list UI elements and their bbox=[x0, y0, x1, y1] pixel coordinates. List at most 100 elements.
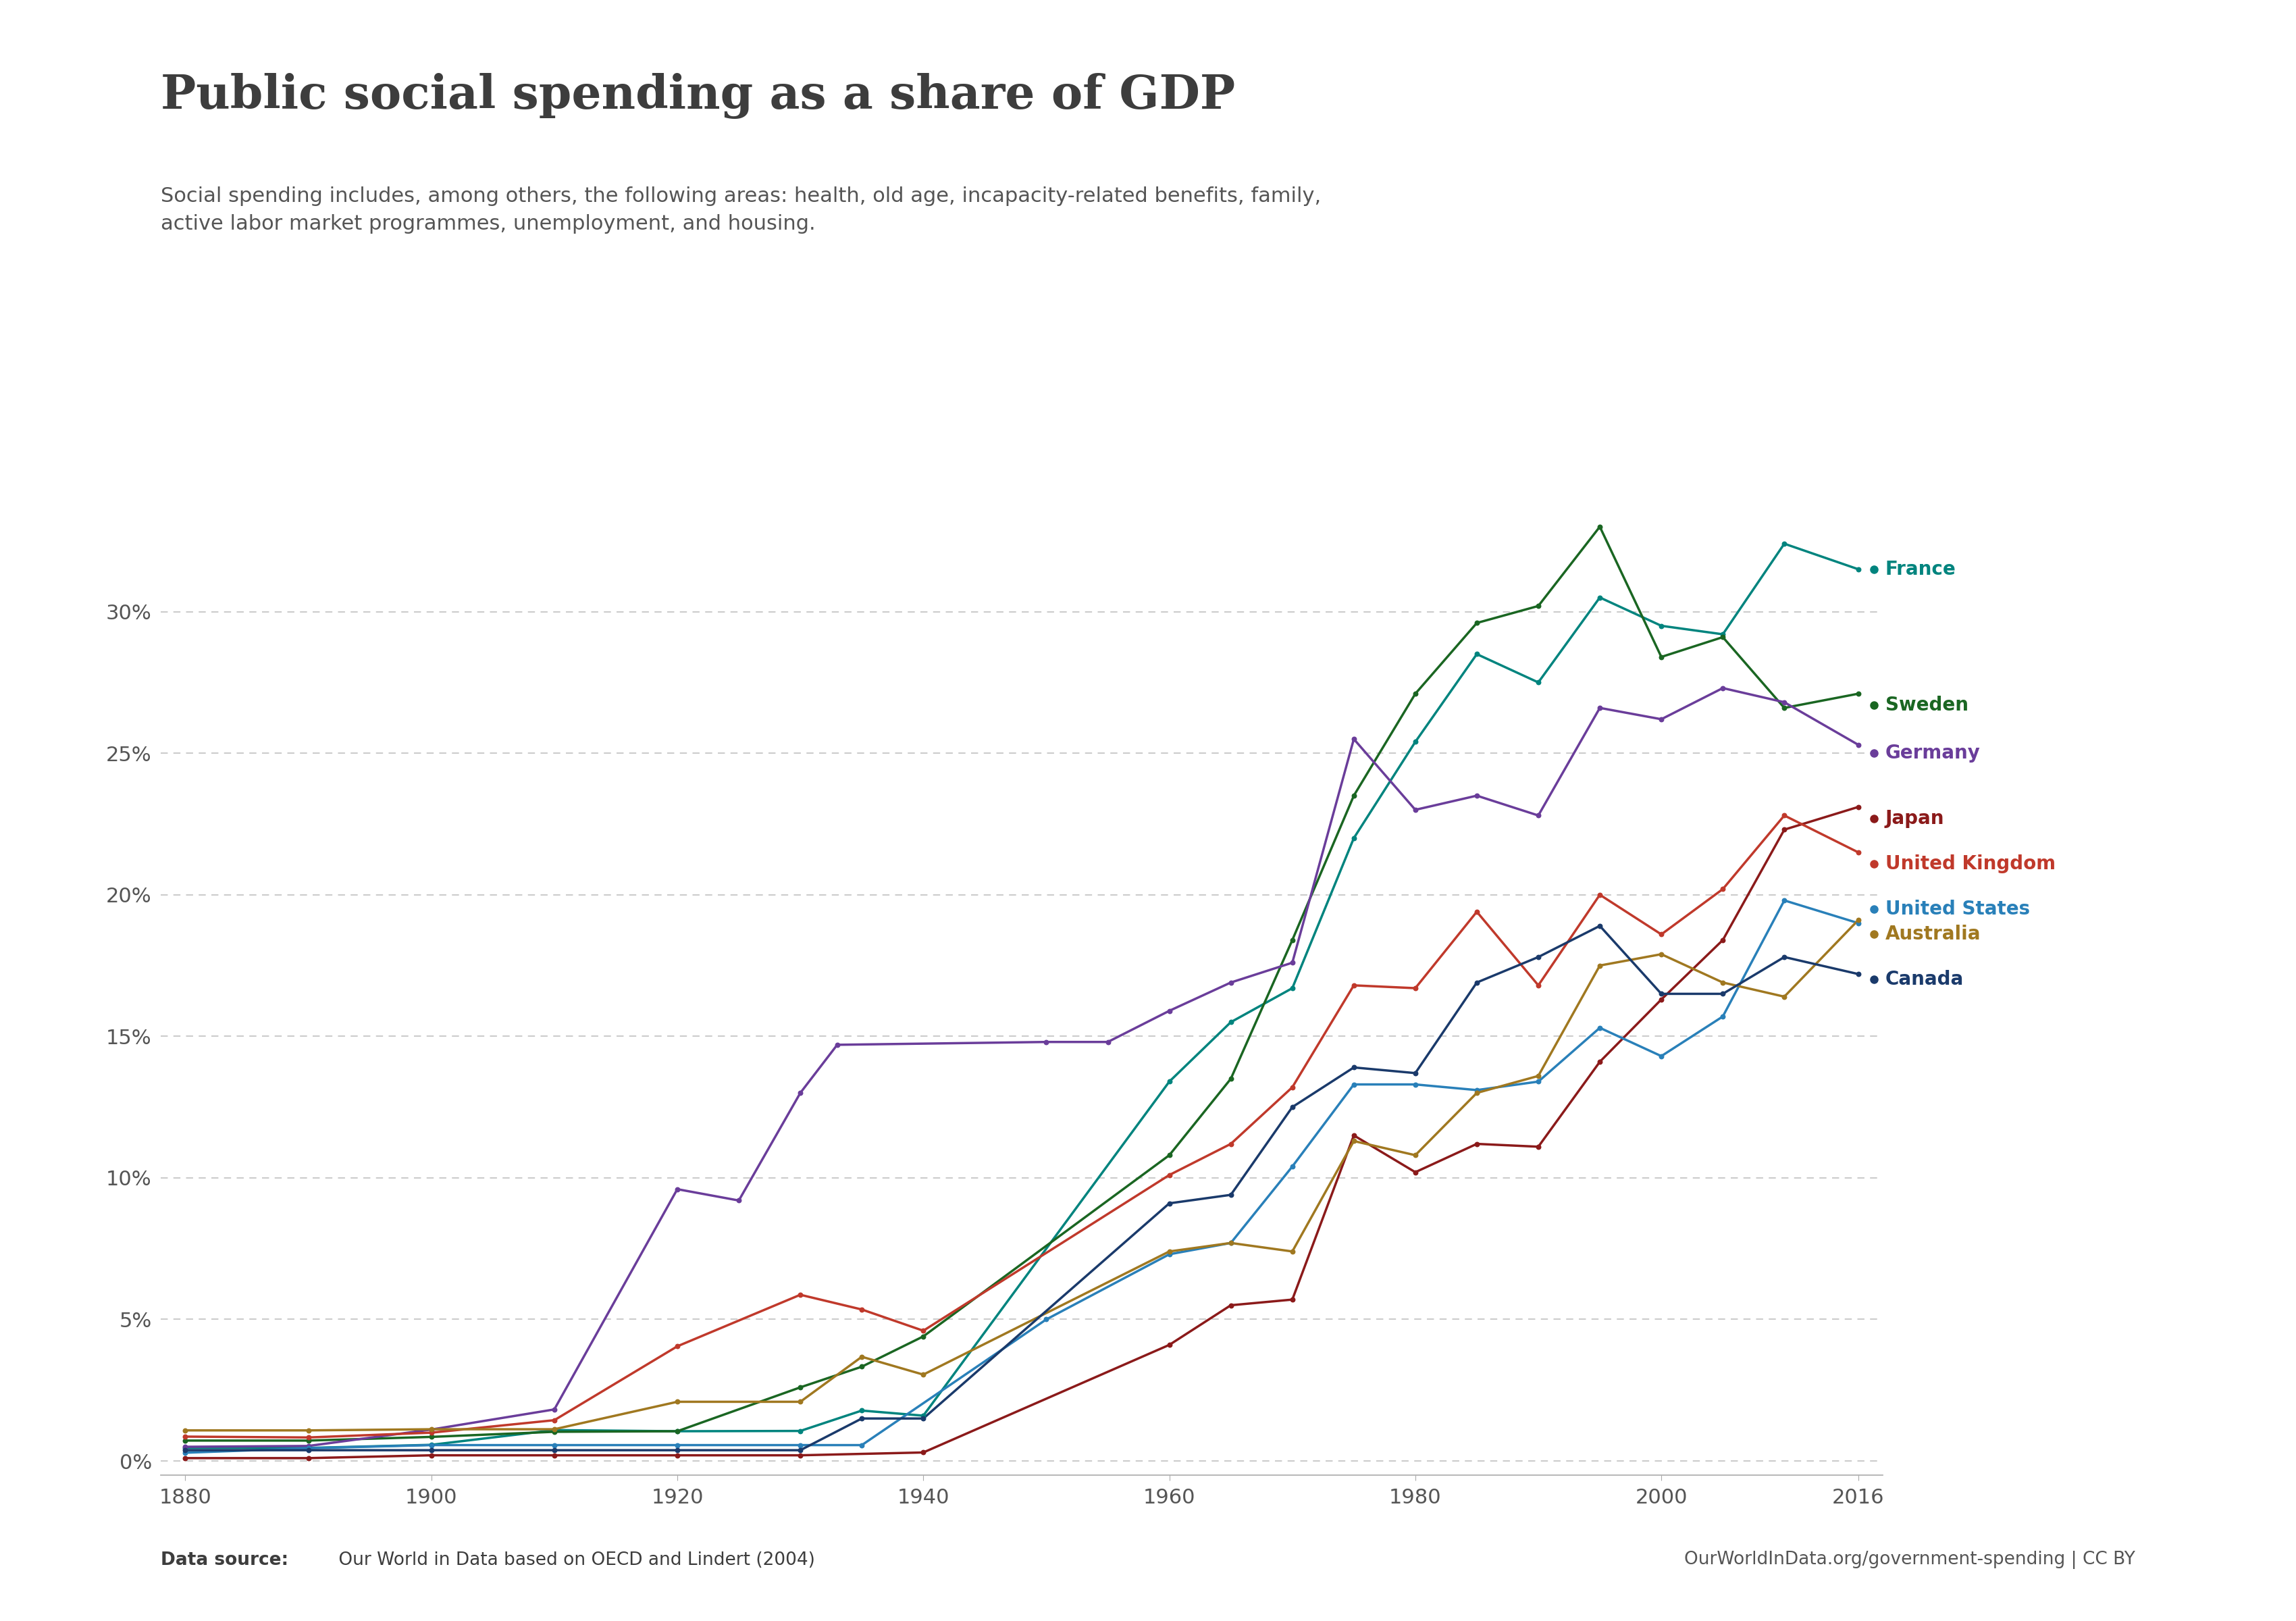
Point bbox=[1458, 1131, 1495, 1157]
Point bbox=[1839, 794, 1876, 820]
Point bbox=[1212, 1292, 1249, 1318]
Point bbox=[1274, 950, 1311, 976]
Point bbox=[1704, 624, 1740, 650]
Point bbox=[1704, 1003, 1740, 1029]
Point bbox=[1396, 1143, 1433, 1169]
Point bbox=[1766, 817, 1802, 843]
Point bbox=[1704, 981, 1740, 1007]
Point bbox=[1582, 913, 1619, 939]
Point bbox=[783, 1431, 820, 1457]
Point bbox=[1582, 1015, 1619, 1041]
Text: Social spending includes, among others, the following areas: health, old age, in: Social spending includes, among others, … bbox=[161, 186, 1320, 233]
Text: Japan: Japan bbox=[1885, 809, 1945, 828]
Point bbox=[843, 1431, 879, 1457]
Point bbox=[1274, 1287, 1311, 1313]
Point bbox=[820, 1033, 856, 1059]
Point bbox=[168, 1428, 204, 1454]
Text: Public social spending as a share of GDP: Public social spending as a share of GDP bbox=[161, 73, 1235, 118]
Point bbox=[289, 1435, 326, 1461]
Point bbox=[1644, 921, 1681, 947]
Point bbox=[1520, 593, 1557, 619]
Point bbox=[1212, 1010, 1249, 1036]
Point bbox=[1520, 1133, 1557, 1159]
Point bbox=[289, 1433, 326, 1459]
Point bbox=[1150, 1238, 1187, 1264]
Point bbox=[1766, 887, 1802, 913]
Point bbox=[1839, 908, 1876, 934]
Point bbox=[783, 1282, 820, 1308]
Point bbox=[289, 1446, 326, 1472]
Point bbox=[413, 1417, 450, 1443]
Point bbox=[1582, 882, 1619, 908]
Point bbox=[1150, 1143, 1187, 1169]
Point bbox=[1766, 984, 1802, 1010]
Point bbox=[843, 1397, 879, 1423]
Point bbox=[783, 1438, 820, 1464]
Point bbox=[1396, 1159, 1433, 1185]
Point bbox=[1274, 1238, 1311, 1264]
Text: Our World in Data based on OECD and Lindert (2004): Our World in Data based on OECD and Lind… bbox=[333, 1551, 815, 1569]
Point bbox=[1704, 875, 1740, 901]
Point bbox=[1274, 927, 1311, 953]
Point bbox=[1274, 1094, 1311, 1120]
Point bbox=[1704, 927, 1740, 953]
Point bbox=[1336, 1055, 1373, 1081]
Point bbox=[1150, 1068, 1187, 1094]
Point bbox=[1150, 1190, 1187, 1216]
Point bbox=[1458, 1080, 1495, 1106]
Point bbox=[1458, 642, 1495, 668]
Point bbox=[905, 1318, 941, 1344]
Point bbox=[1520, 943, 1557, 969]
Point bbox=[1029, 1307, 1065, 1332]
Point bbox=[1396, 1060, 1433, 1086]
Point bbox=[1644, 707, 1681, 733]
Point bbox=[1212, 1182, 1249, 1208]
Point bbox=[1839, 909, 1876, 935]
Point bbox=[1704, 621, 1740, 647]
Point bbox=[289, 1417, 326, 1443]
Point bbox=[168, 1435, 204, 1461]
Point bbox=[1396, 681, 1433, 707]
Point bbox=[1458, 898, 1495, 924]
Point bbox=[905, 1439, 941, 1465]
Point bbox=[1839, 961, 1876, 987]
Point bbox=[783, 1443, 820, 1469]
Point bbox=[1396, 976, 1433, 1002]
Point bbox=[168, 1439, 204, 1465]
Point bbox=[843, 1344, 879, 1370]
Point bbox=[1212, 1065, 1249, 1091]
Point bbox=[1704, 674, 1740, 700]
Point bbox=[905, 1402, 941, 1428]
Point bbox=[289, 1428, 326, 1454]
Point bbox=[1644, 613, 1681, 639]
Text: OurWorldInData.org/government-spending | CC BY: OurWorldInData.org/government-spending |… bbox=[1685, 1551, 2135, 1569]
Text: Canada: Canada bbox=[1885, 971, 1963, 989]
Point bbox=[1582, 514, 1619, 540]
Point bbox=[1396, 798, 1433, 823]
Point bbox=[1150, 999, 1187, 1024]
Point bbox=[1520, 973, 1557, 999]
Point bbox=[1396, 729, 1433, 755]
Point bbox=[1212, 1131, 1249, 1157]
Point bbox=[1458, 609, 1495, 635]
Point bbox=[1839, 731, 1876, 757]
Point bbox=[783, 1375, 820, 1401]
Point bbox=[1766, 943, 1802, 969]
Point bbox=[843, 1354, 879, 1379]
Text: Germany: Germany bbox=[1885, 744, 1981, 762]
Point bbox=[168, 1438, 204, 1464]
Text: United States: United States bbox=[1885, 900, 2030, 919]
Point bbox=[1336, 1122, 1373, 1148]
Point bbox=[659, 1334, 696, 1360]
Point bbox=[905, 1323, 941, 1349]
Point bbox=[1336, 825, 1373, 851]
Point bbox=[413, 1423, 450, 1449]
Point bbox=[1520, 1063, 1557, 1089]
Point bbox=[289, 1425, 326, 1451]
Point bbox=[1644, 981, 1681, 1007]
Point bbox=[1520, 802, 1557, 828]
Point bbox=[1396, 1071, 1433, 1097]
Point bbox=[721, 1188, 758, 1214]
Point bbox=[289, 1438, 326, 1464]
Point bbox=[905, 1362, 941, 1388]
